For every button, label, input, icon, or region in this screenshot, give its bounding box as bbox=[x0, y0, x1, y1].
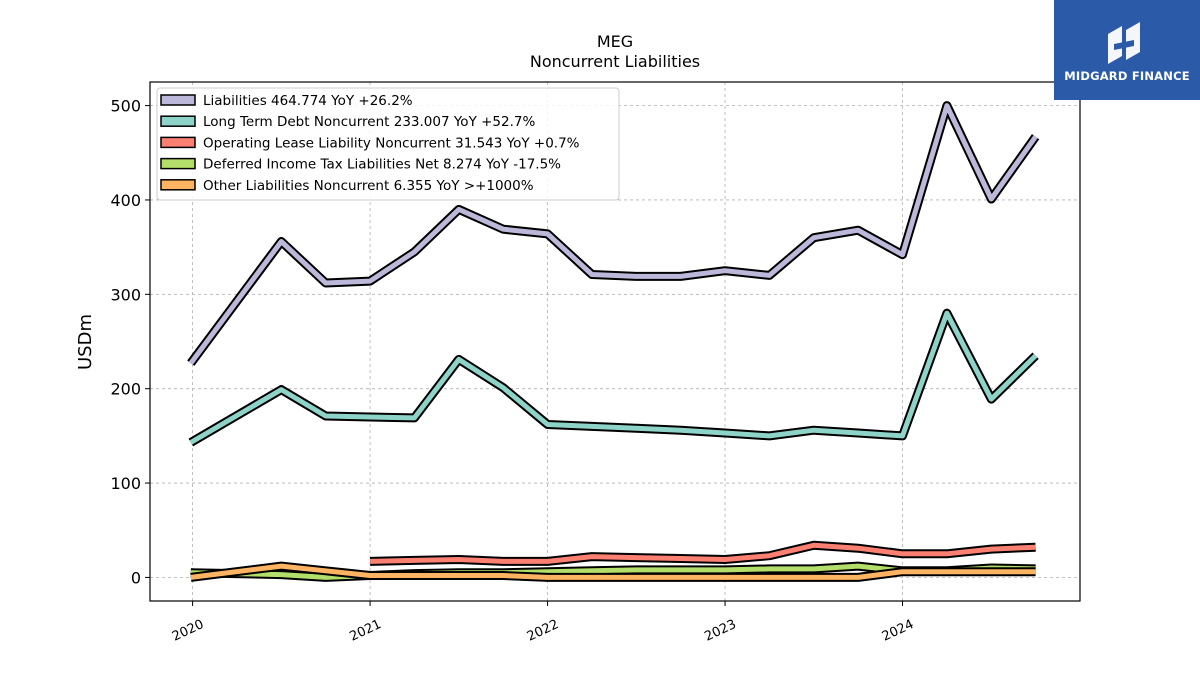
series-layer bbox=[187, 101, 1040, 582]
x-tick-label: 2024 bbox=[880, 617, 916, 645]
y-tick-label: 500 bbox=[110, 97, 141, 116]
legend-label: Long Term Debt Noncurrent 233.007 YoY +5… bbox=[203, 114, 535, 130]
legend-swatch bbox=[160, 136, 196, 149]
brand-mark-icon bbox=[1108, 22, 1140, 64]
y-tick-label: 200 bbox=[110, 380, 141, 399]
x-tick-label: 2021 bbox=[347, 617, 383, 645]
legend-swatch bbox=[160, 115, 196, 127]
y-tick-label: 100 bbox=[110, 474, 141, 493]
brand-logo: MIDGARD FINANCE bbox=[1054, 0, 1200, 100]
legend-swatch bbox=[160, 179, 196, 191]
legend-item: Other Liabilities Noncurrent 6.355 YoY >… bbox=[160, 178, 534, 194]
series-line bbox=[188, 103, 1038, 365]
chart-subtitle: Noncurrent Liabilities bbox=[530, 52, 700, 71]
series-2 bbox=[369, 540, 1036, 566]
y-tick-label: 400 bbox=[110, 191, 141, 210]
series-line bbox=[189, 310, 1038, 445]
brand-name: MIDGARD FINANCE bbox=[1064, 69, 1190, 83]
series-line bbox=[190, 563, 1036, 580]
legend-label: Other Liabilities Noncurrent 6.355 YoY >… bbox=[203, 178, 534, 194]
plot-frame bbox=[149, 81, 1081, 602]
x-tick-label: 2022 bbox=[525, 617, 561, 645]
legend-item: Operating Lease Liability Noncurrent 31.… bbox=[160, 135, 580, 151]
legend-label: Deferred Income Tax Liabilities Net 8.27… bbox=[203, 157, 561, 173]
series-1 bbox=[188, 308, 1039, 447]
y-tick-label: 300 bbox=[110, 285, 141, 304]
legend-label: Operating Lease Liability Noncurrent 31.… bbox=[203, 135, 580, 151]
legend-item: Deferred Income Tax Liabilities Net 8.27… bbox=[160, 157, 561, 173]
series-4 bbox=[190, 561, 1036, 582]
legend-swatch bbox=[160, 94, 196, 106]
legend: Liabilities 464.774 YoY +26.2% Long Term … bbox=[156, 87, 620, 201]
series-0 bbox=[187, 101, 1040, 366]
y-axis-label: USDm bbox=[75, 314, 96, 370]
y-tick-label: 0 bbox=[131, 568, 141, 587]
legend-swatch bbox=[160, 157, 196, 170]
series-line bbox=[370, 542, 1036, 564]
legend-item: Liabilities 464.774 YoY +26.2% bbox=[160, 93, 413, 109]
legend-box bbox=[156, 87, 620, 201]
x-tick-label: 2020 bbox=[170, 617, 206, 645]
chart-title: MEG bbox=[597, 32, 633, 51]
legend-item: Long Term Debt Noncurrent 233.007 YoY +5… bbox=[160, 114, 535, 130]
x-tick-label: 2023 bbox=[702, 617, 738, 645]
legend-label: Liabilities 464.774 YoY +26.2% bbox=[203, 93, 413, 109]
